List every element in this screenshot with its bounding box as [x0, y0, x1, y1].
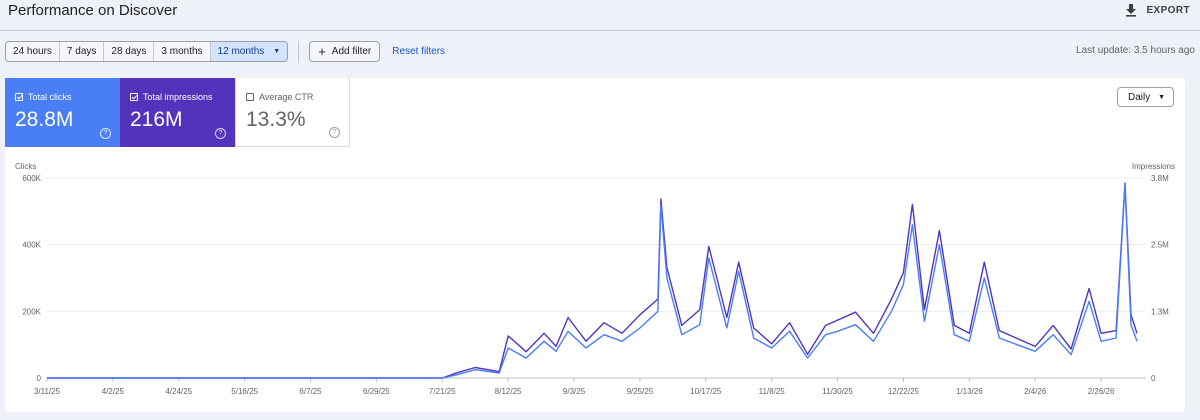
page-title: Performance on Discover — [8, 2, 178, 19]
performance-card: Total clicks 28.8M ? Total impressions 2… — [5, 78, 1185, 412]
x-tick-label: 6/7/25 — [299, 387, 322, 396]
reset-filters-link[interactable]: Reset filters — [392, 46, 446, 57]
metric-value: 13.3% — [246, 108, 306, 131]
range-3-months[interactable]: 3 months — [154, 42, 211, 61]
metric-value: 216M — [130, 108, 183, 131]
y-left-tick-label: 200K — [22, 307, 41, 316]
date-range-selector: 24 hours 7 days 28 days 3 months 12 mont… — [5, 41, 289, 62]
x-tick-label: 5/16/25 — [231, 387, 258, 396]
metric-average-ctr[interactable]: Average CTR 13.3% ? — [235, 78, 350, 147]
granularity-dropdown[interactable]: Daily ▼ — [1117, 87, 1174, 107]
filter-toolbar: 24 hours 7 days 28 days 3 months 12 mont… — [5, 40, 446, 63]
dropdown-arrow-icon: ▼ — [1158, 93, 1165, 101]
toolbar-divider — [298, 40, 300, 63]
y-right-axis-title: Impressions — [1132, 162, 1175, 171]
header: Performance on Discover EXPORT — [0, 0, 1200, 31]
checkbox-unchecked-icon[interactable] — [246, 93, 254, 101]
help-icon[interactable]: ? — [215, 128, 226, 139]
range-24-hours[interactable]: 24 hours — [6, 42, 60, 61]
x-tick-label: 4/2/25 — [102, 387, 125, 396]
y-left-tick-label: 600K — [22, 174, 41, 183]
x-tick-label: 4/24/25 — [165, 387, 192, 396]
range-12-months-label: 12 months — [217, 46, 265, 57]
range-7-days[interactable]: 7 days — [60, 42, 105, 61]
x-tick-label: 10/17/25 — [690, 387, 722, 396]
metric-value: 28.8M — [15, 108, 74, 131]
y-left-axis-title: Clicks — [15, 162, 36, 171]
x-tick-label: 2/26/26 — [1088, 387, 1115, 396]
range-12-months[interactable]: 12 months ▼ — [210, 42, 288, 61]
add-filter-label: Add filter — [331, 46, 372, 57]
x-tick-label: 3/11/25 — [34, 387, 61, 396]
export-label: EXPORT — [1146, 4, 1190, 16]
checkbox-checked-icon[interactable] — [15, 93, 23, 101]
metric-total-clicks[interactable]: Total clicks 28.8M ? — [5, 78, 120, 147]
performance-chart: 600K 3.8M 400K 2.5M 200K 1.3M 0 0 Clicks Impressi… — [15, 162, 1175, 396]
add-filter-button[interactable]: + Add filter — [309, 41, 381, 62]
download-icon — [1126, 4, 1137, 17]
last-update-text: Last update: 3.5 hours ago — [1076, 45, 1195, 56]
plus-icon: + — [318, 43, 326, 59]
help-icon[interactable]: ? — [100, 128, 111, 139]
help-icon[interactable]: ? — [329, 127, 340, 138]
x-tick-label: 6/29/25 — [363, 387, 390, 396]
x-tick-label: 9/25/25 — [627, 387, 654, 396]
metric-total-impressions[interactable]: Total impressions 216M ? — [120, 78, 235, 147]
y-right-tick-label: 1.3M — [1151, 307, 1169, 316]
x-tick-label: 2/4/26 — [1024, 387, 1047, 396]
series-line-total-impressions — [47, 182, 1138, 379]
y-right-tick-label: 0 — [1151, 374, 1156, 383]
metric-label: Average CTR — [259, 92, 314, 102]
metric-label: Total clicks — [28, 92, 72, 102]
series-line-total-clicks — [47, 184, 1138, 379]
granularity-label: Daily — [1128, 91, 1151, 103]
x-tick-label: 1/13/26 — [956, 387, 983, 396]
y-right-tick-label: 3.8M — [1151, 174, 1169, 183]
y-right-tick-label: 2.5M — [1151, 241, 1169, 250]
x-tick-label: 7/21/25 — [429, 387, 456, 396]
x-tick-label: 9/3/25 — [563, 387, 586, 396]
dropdown-arrow-icon: ▼ — [273, 48, 281, 55]
x-tick-label: 12/22/25 — [888, 387, 920, 396]
checkbox-checked-icon[interactable] — [130, 93, 138, 101]
y-left-tick-label: 400K — [22, 241, 41, 250]
export-button[interactable]: EXPORT — [1124, 3, 1190, 17]
x-tick-label: 8/12/25 — [495, 387, 522, 396]
range-28-days[interactable]: 28 days — [104, 42, 155, 61]
x-tick-label: 11/30/25 — [822, 387, 853, 396]
x-tick-label: 11/8/25 — [759, 387, 786, 396]
y-left-tick-label: 0 — [37, 374, 42, 383]
metric-label: Total impressions — [143, 92, 213, 102]
